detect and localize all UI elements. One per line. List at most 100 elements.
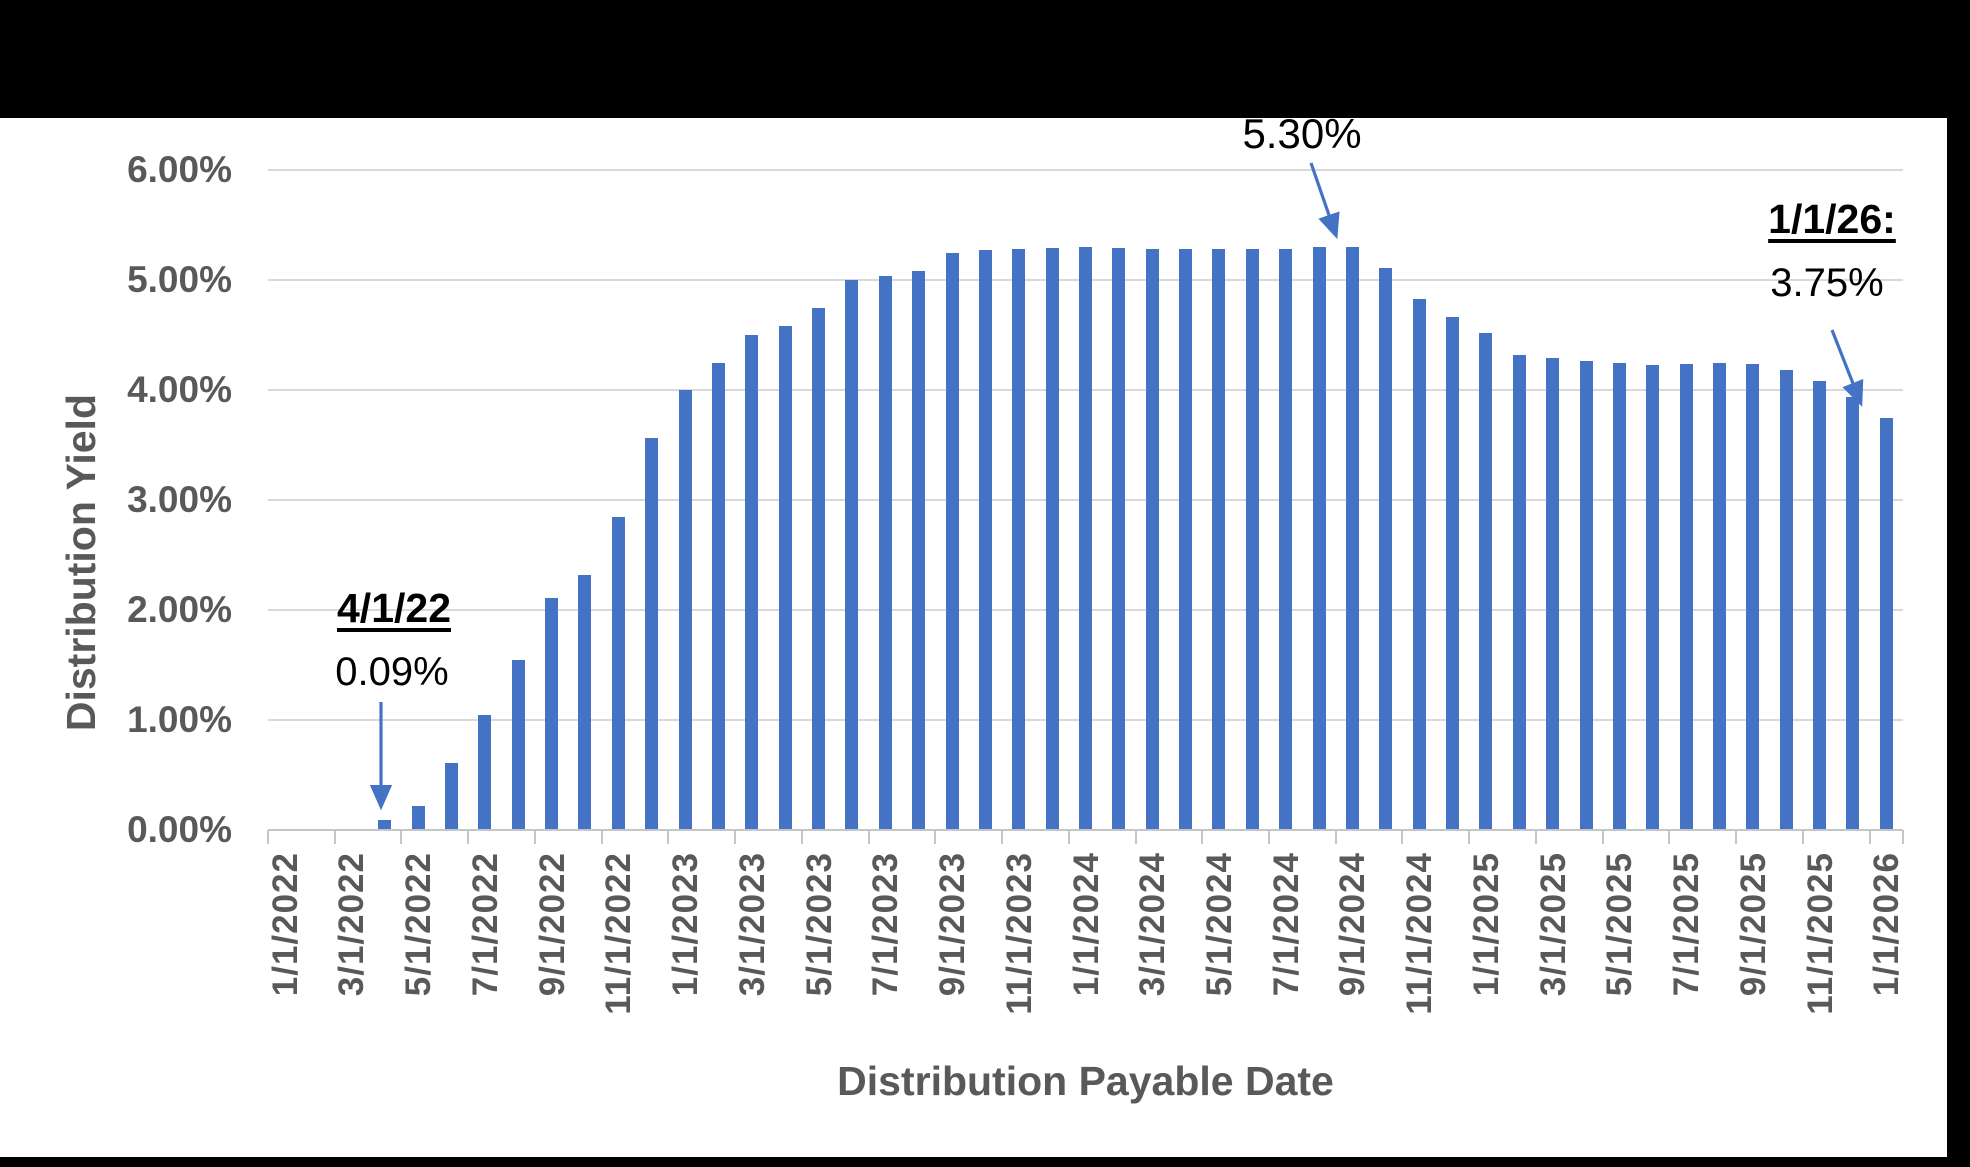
- bar: [845, 280, 859, 830]
- x-axis-tick: [600, 830, 603, 844]
- y-tick-label: 5.00%: [127, 259, 232, 300]
- x-tick-label: 11/1/2025: [1800, 852, 1840, 1015]
- x-axis-tick: [1801, 830, 1804, 844]
- x-tick-label: 3/1/2025: [1533, 852, 1573, 997]
- bar: [511, 659, 525, 830]
- bar: [611, 516, 625, 830]
- x-axis-line: [268, 829, 1903, 831]
- x-axis-tick: [1001, 830, 1004, 844]
- bar: [445, 762, 459, 830]
- x-axis-tick: [1067, 830, 1070, 844]
- bar: [978, 250, 992, 830]
- x-axis-tick: [267, 830, 269, 844]
- bar: [1779, 370, 1793, 830]
- bar: [1145, 249, 1159, 830]
- x-tick-label: 5/1/2025: [1600, 852, 1640, 997]
- x-axis-tick: [533, 830, 536, 844]
- y-tick-label: 0.00%: [127, 809, 232, 850]
- x-tick-label: 1/1/2024: [1066, 852, 1106, 997]
- x-axis-tick: [867, 830, 870, 844]
- bar: [1512, 354, 1526, 830]
- bar: [778, 326, 792, 830]
- bar: [1012, 249, 1026, 830]
- x-axis-tick: [1334, 830, 1337, 844]
- bar: [1579, 361, 1593, 830]
- bar: [1045, 248, 1059, 830]
- x-axis-tick: [734, 830, 737, 844]
- bar: [578, 574, 592, 830]
- x-axis-tick: [1268, 830, 1271, 844]
- gridline: [268, 169, 1903, 171]
- x-tick-label: 9/1/2023: [933, 852, 973, 997]
- bar: [812, 307, 826, 830]
- x-axis-tick: [333, 830, 336, 844]
- x-tick-label: 1/1/2025: [1466, 852, 1506, 997]
- bar: [1312, 247, 1326, 830]
- x-axis-tick: [467, 830, 470, 844]
- x-tick-label: 9/1/2024: [1333, 852, 1373, 997]
- x-tick-label: 7/1/2022: [465, 852, 505, 997]
- bar: [1546, 358, 1560, 830]
- black-bottom-bar: [0, 1157, 1970, 1167]
- bar: [945, 252, 959, 830]
- bar: [1279, 249, 1293, 830]
- annotation-final-date: 1/1/26:: [1768, 196, 1896, 242]
- x-tick-label: 3/1/2022: [332, 852, 372, 997]
- x-axis-tick: [800, 830, 803, 844]
- black-top-bar: [0, 0, 1970, 118]
- x-tick-label: 1/1/2026: [1867, 852, 1907, 997]
- x-axis-tick: [934, 830, 937, 844]
- x-axis-tick: [1601, 830, 1604, 844]
- bar: [411, 805, 425, 830]
- x-tick-label: 7/1/2025: [1667, 852, 1707, 997]
- bar: [378, 820, 392, 830]
- x-tick-label: 11/1/2022: [599, 852, 639, 1015]
- bar: [1479, 332, 1493, 830]
- x-tick-label: 1/1/2023: [666, 852, 706, 997]
- arrow-final: [1830, 329, 1864, 407]
- x-tick-label: 5/1/2024: [1199, 852, 1239, 997]
- x-axis-tick: [1401, 830, 1404, 844]
- bar: [1412, 298, 1426, 830]
- x-tick-label: 7/1/2023: [866, 852, 906, 997]
- black-right-bar: [1947, 0, 1970, 1167]
- x-axis-tick: [1468, 830, 1471, 844]
- x-tick-label: 9/1/2025: [1733, 852, 1773, 997]
- bar: [912, 271, 926, 830]
- y-tick-label: 1.00%: [127, 699, 232, 740]
- annotation-final-value: 3.75%: [1770, 261, 1884, 305]
- x-tick-label: 5/1/2023: [799, 852, 839, 997]
- y-tick-label: 2.00%: [127, 589, 232, 630]
- y-tick-label: 3.00%: [127, 479, 232, 520]
- x-tick-label: 1/1/2022: [265, 852, 305, 997]
- y-tick-label: 6.00%: [127, 149, 232, 190]
- x-axis-title: Distribution Payable Date: [837, 1058, 1334, 1104]
- x-tick-label: 3/1/2024: [1133, 852, 1173, 997]
- bar: [1112, 248, 1126, 830]
- x-axis-tick: [1902, 830, 1904, 844]
- x-tick-label: 5/1/2022: [399, 852, 439, 997]
- arrow-peak: [1309, 162, 1340, 240]
- bar: [645, 438, 659, 830]
- x-axis-tick: [1534, 830, 1537, 844]
- x-axis-tick: [400, 830, 403, 844]
- bar: [1712, 362, 1726, 830]
- x-tick-label: 11/1/2024: [1400, 852, 1440, 1015]
- bar: [545, 597, 559, 830]
- bar: [1813, 381, 1827, 830]
- x-axis-tick: [1735, 830, 1738, 844]
- x-axis-tick: [1134, 830, 1137, 844]
- bar: [1646, 364, 1660, 830]
- x-axis-tick: [1668, 830, 1671, 844]
- y-tick-label: 4.00%: [127, 369, 232, 410]
- bar: [1245, 249, 1259, 830]
- bar: [711, 362, 725, 830]
- bar: [1879, 417, 1893, 830]
- bar: [1379, 267, 1393, 830]
- bar: [478, 714, 492, 830]
- x-tick-label: 11/1/2023: [999, 852, 1039, 1015]
- bar: [1846, 396, 1860, 830]
- annotation-first-distribution-date: 4/1/22: [337, 585, 451, 631]
- bar: [1612, 362, 1626, 830]
- bar: [1212, 249, 1226, 830]
